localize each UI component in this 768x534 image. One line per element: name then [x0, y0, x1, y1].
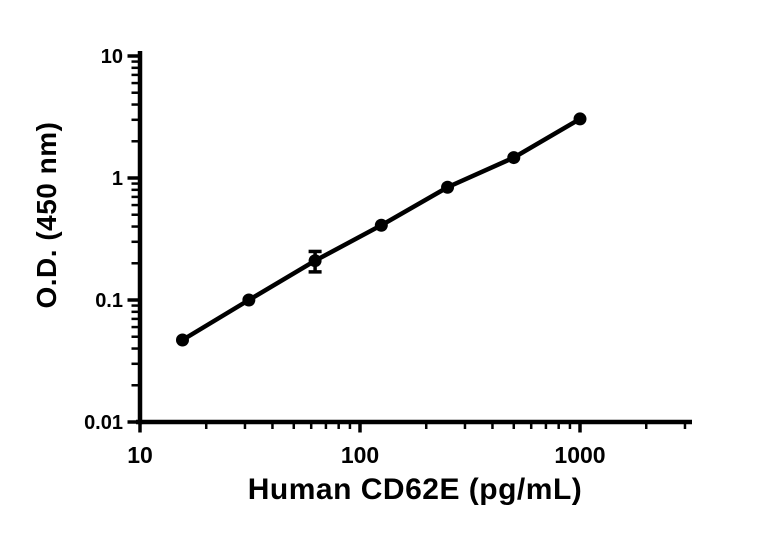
data-point — [175, 333, 189, 347]
x-axis-title: Human CD62E (pg/mL) — [247, 473, 583, 506]
data-point — [308, 254, 322, 268]
x-tick-label: 10 — [127, 442, 153, 468]
data-point — [507, 151, 521, 165]
data-point — [573, 112, 587, 126]
y-tick-label: 0.01 — [84, 412, 123, 434]
data-point — [374, 218, 388, 232]
x-tick-label: 1000 — [554, 442, 605, 468]
data-point — [242, 293, 256, 307]
data-point — [441, 180, 455, 194]
y-axis-title: O.D. (450 nm) — [31, 121, 62, 309]
y-tick-label: 1 — [112, 168, 123, 190]
x-tick-label: 100 — [341, 442, 379, 468]
y-tick-label: 0.1 — [95, 290, 123, 312]
y-tick-label: 10 — [101, 46, 123, 68]
